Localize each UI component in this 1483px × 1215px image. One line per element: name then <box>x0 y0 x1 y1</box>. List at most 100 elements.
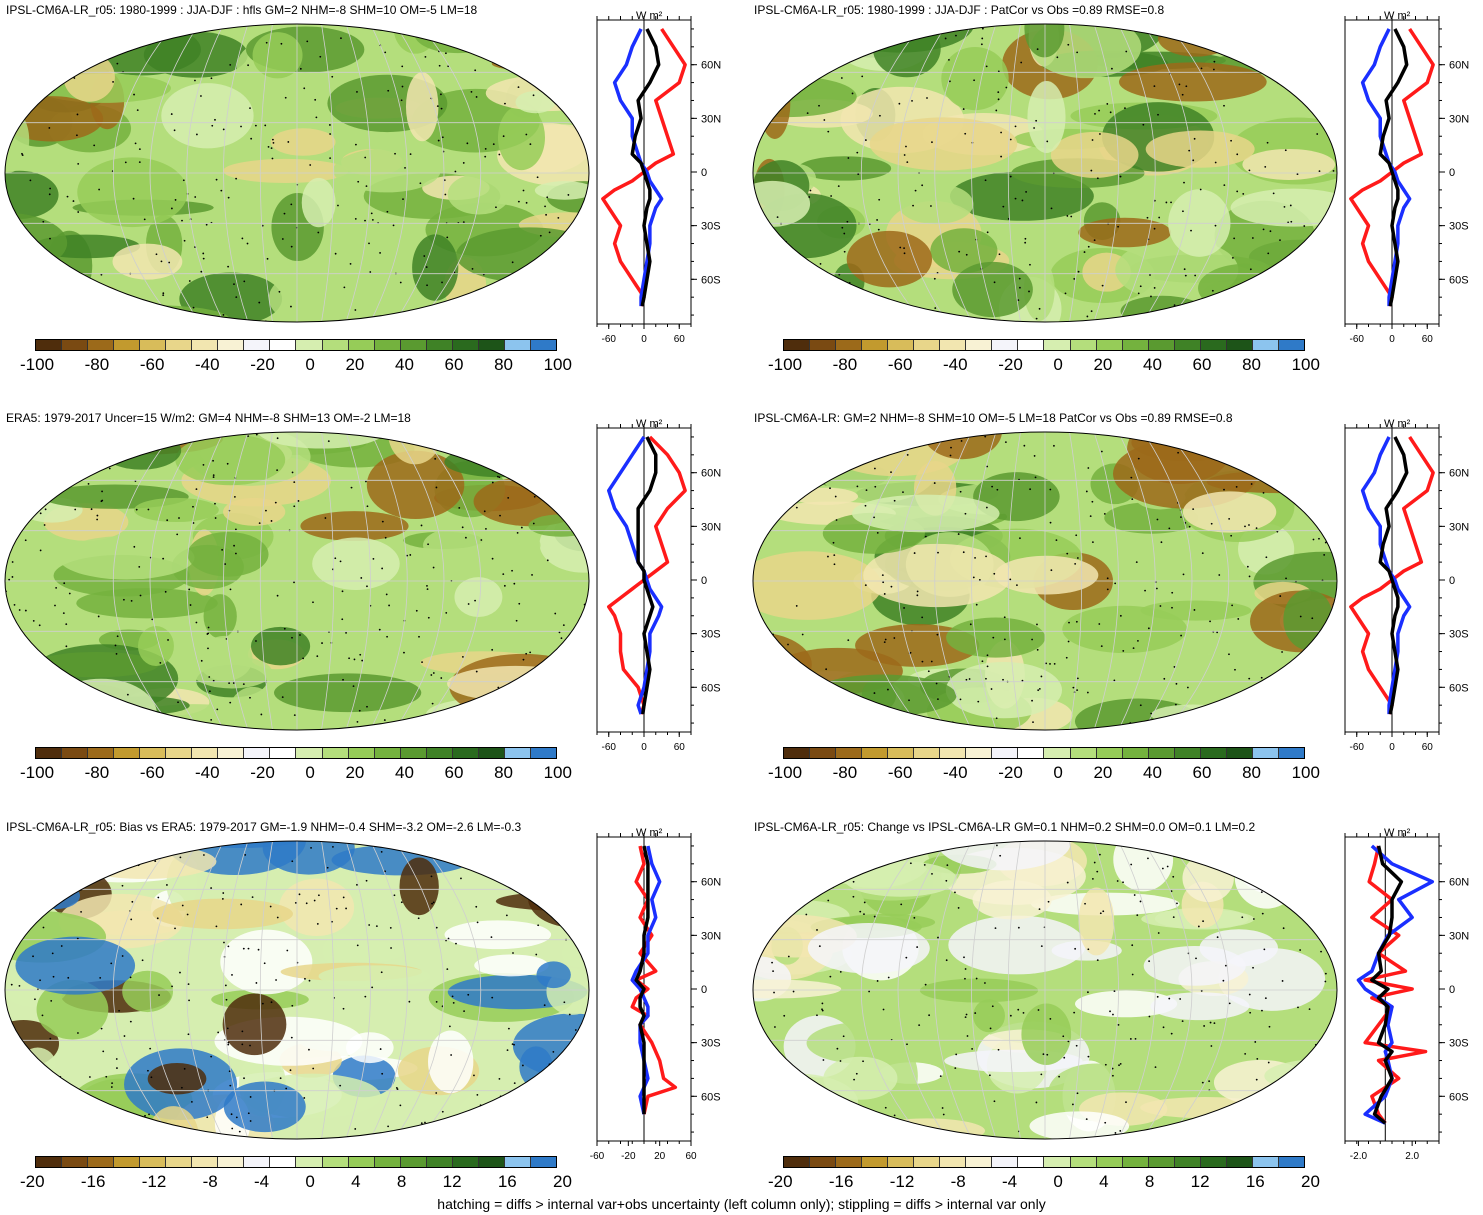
zonal-y-tick-label: 60N <box>701 468 721 480</box>
zonal-y-tick-label: 30S <box>701 221 721 233</box>
colorbar-swatch <box>966 748 993 758</box>
colorbar-tick-label: 100 <box>1291 763 1320 782</box>
colorbar-labels: -100 -80 -60 -40 -20 0 20 40 60 80 100 <box>768 355 1320 375</box>
colorbar-tick-label: -12 <box>889 1172 915 1191</box>
zonal-y-tick-label: 30S <box>1449 221 1469 233</box>
colorbar-tick-label: -20 <box>998 355 1023 374</box>
colorbar-swatch <box>62 748 89 758</box>
zonal-unit-label: W m² <box>636 10 663 22</box>
colorbar-swatch <box>1148 340 1175 350</box>
zonal-x-tick-label: 60 <box>1422 742 1434 753</box>
colorbar-swatch <box>374 340 401 350</box>
colorbar-swatch <box>140 1157 167 1167</box>
colorbar-swatch <box>1252 1157 1279 1167</box>
colorbar-swatch <box>1200 1157 1227 1167</box>
colorbar-tick-label: -8 <box>202 1172 218 1191</box>
colorbar-swatch <box>218 340 245 350</box>
colorbar-tick-label: -100 <box>20 763 55 782</box>
zonal-y-tick-label: 0 <box>1449 984 1455 996</box>
colorbar-swatch <box>166 340 193 350</box>
zonal-x-tick-label: -20 <box>621 1151 636 1162</box>
zonal-x-tick-label: -60 <box>590 1151 605 1162</box>
colorbar-swatch <box>140 340 167 350</box>
colorbar-swatch <box>940 1157 967 1167</box>
zonal-x-tick-label: 0 <box>1389 742 1395 753</box>
colorbar-swatch <box>836 748 863 758</box>
colorbar-swatch <box>888 1157 915 1167</box>
zonal-x-tick-label: 2.0 <box>1405 1151 1419 1162</box>
colorbar-swatch <box>114 748 141 758</box>
colorbar-tick-label: -20 <box>20 1172 45 1191</box>
colorbar-swatch <box>400 340 427 350</box>
colorbar-tick-label: 0 <box>1053 355 1063 374</box>
colorbar-swatch <box>36 748 63 758</box>
colorbar <box>35 1156 557 1168</box>
colorbar-tick-label: 60 <box>1192 763 1212 782</box>
colorbar-swatch <box>914 748 941 758</box>
colorbar-swatch <box>992 1157 1019 1167</box>
colorbar-tick-label: -20 <box>250 355 275 374</box>
colorbar-swatch <box>836 1157 863 1167</box>
colorbar-tick-label: 80 <box>494 763 513 782</box>
colorbar-swatch <box>914 1157 941 1167</box>
colorbar-swatch <box>966 1157 993 1167</box>
colorbar-swatch <box>1278 1157 1304 1167</box>
colorbar-swatch <box>322 340 349 350</box>
zonal-mean-plot: W m² -60 0 60 60N 30N 0 30S 60S <box>1344 10 1469 345</box>
colorbar-swatch <box>1278 340 1304 350</box>
colorbar-tick-label: -40 <box>943 355 968 374</box>
zonal-y-tick-label: 0 <box>1449 575 1455 587</box>
zonal-y-tick-label: 30N <box>701 113 721 125</box>
zonal-y-tick-label: 30N <box>701 521 721 533</box>
colorbar-swatch <box>1044 340 1071 350</box>
panel-title: IPSL-CM6A-LR_r05: Bias vs ERA5: 1979-201… <box>6 820 522 834</box>
zonal-x-tick-label: 0 <box>1389 334 1395 345</box>
zonal-series-land <box>607 435 687 715</box>
colorbar-tick-label: 60 <box>1192 355 1212 374</box>
colorbar-swatch <box>348 1157 375 1167</box>
zonal-x-tick-label: -60 <box>1350 742 1365 753</box>
colorbar-tick-label: 20 <box>1301 1172 1320 1191</box>
zonal-mean-plot: W m² -2.0 2.0 60N 30N 0 30S 60S <box>1344 827 1469 1162</box>
colorbar-swatch <box>504 1157 531 1167</box>
colorbar <box>35 747 557 759</box>
colorbar-swatch <box>1096 748 1123 758</box>
zonal-y-tick-label: 60N <box>1449 468 1469 480</box>
colorbar-swatch <box>374 748 401 758</box>
zonal-series-ocean <box>607 435 664 715</box>
colorbar-swatch <box>244 340 271 350</box>
zonal-series-land <box>1349 435 1435 715</box>
colorbar-swatch <box>1018 748 1045 758</box>
colorbar-swatch <box>862 748 889 758</box>
zonal-series-ocean <box>1360 436 1412 715</box>
colorbar-swatch <box>1200 748 1227 758</box>
colorbar-swatch <box>1070 340 1097 350</box>
colorbar-swatch <box>1278 748 1304 758</box>
colorbar-swatch <box>114 340 141 350</box>
colorbar-swatch <box>296 1157 323 1167</box>
colorbar-swatch <box>784 340 811 350</box>
colorbar-tick-label: -80 <box>832 355 858 374</box>
world-map <box>4 23 590 323</box>
colorbar-swatch <box>888 748 915 758</box>
colorbar-tick-label: 100 <box>543 355 572 374</box>
zonal-y-tick-label: 30S <box>701 1038 721 1050</box>
colorbar-tick-label: 80 <box>494 355 513 374</box>
colorbar-swatch <box>1252 748 1279 758</box>
colorbar-swatch <box>530 1157 556 1167</box>
colorbar-swatch <box>1018 340 1045 350</box>
colorbar-swatch <box>270 1157 297 1167</box>
colorbar-swatch <box>1174 1157 1201 1167</box>
colorbar-tick-label: 40 <box>1143 355 1162 374</box>
colorbar-tick-label: 20 <box>1093 763 1113 782</box>
colorbar-tick-label: 40 <box>1143 763 1162 782</box>
colorbar-tick-label: -80 <box>84 763 110 782</box>
colorbar <box>783 339 1305 351</box>
colorbar-swatch <box>452 748 479 758</box>
panel-title: IPSL-CM6A-LR: GM=2 NHM=-8 SHM=10 OM=-5 L… <box>754 411 1233 425</box>
colorbar-swatch <box>348 340 375 350</box>
colorbar-swatch <box>888 340 915 350</box>
colorbar-tick-label: -40 <box>195 763 220 782</box>
zonal-series-global <box>630 28 661 307</box>
colorbar-swatch <box>114 1157 141 1167</box>
